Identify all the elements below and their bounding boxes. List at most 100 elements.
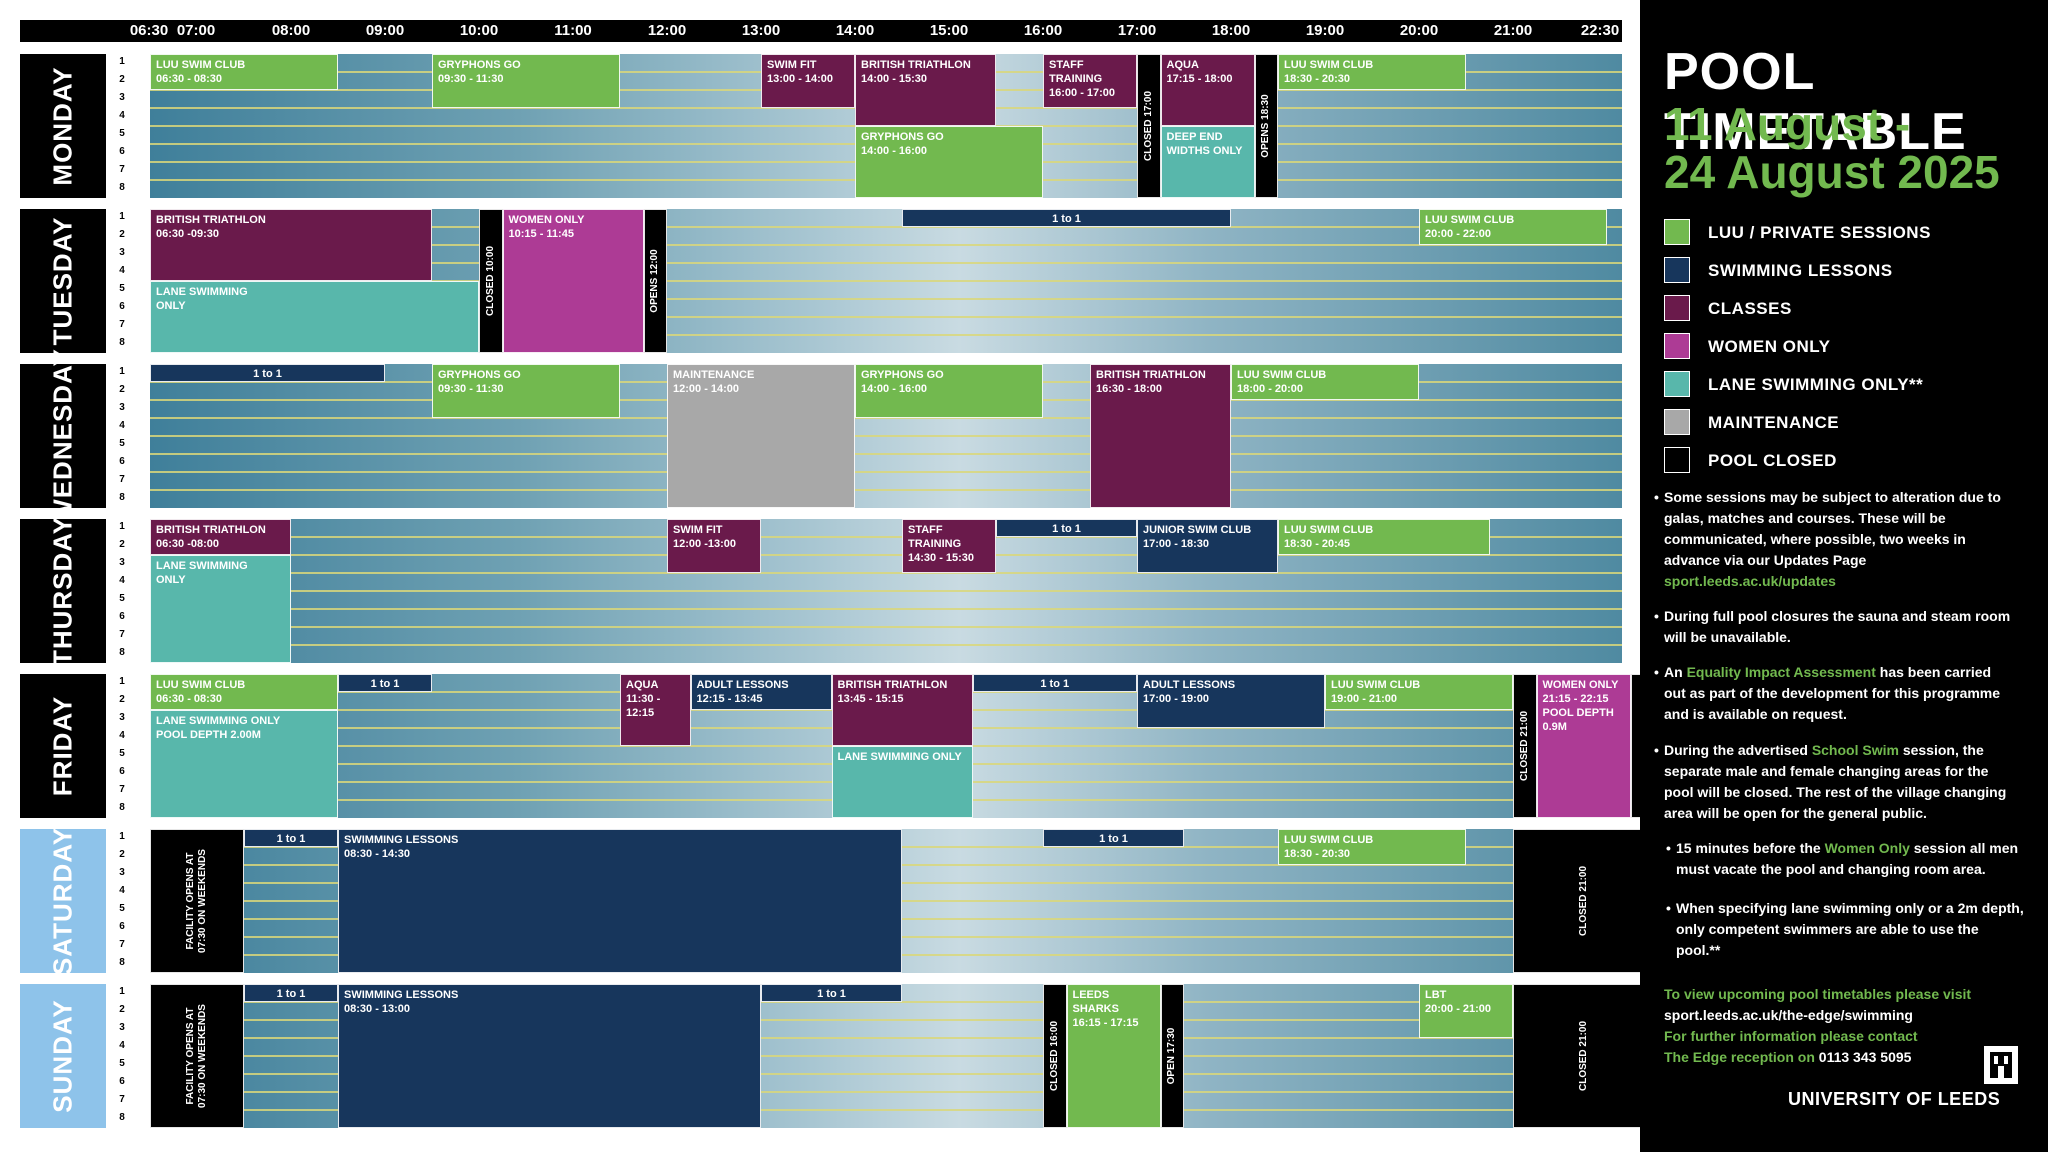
updates-link[interactable]: sport.leeds.ac.uk/updates bbox=[1664, 573, 1836, 589]
legend-item: POOL CLOSED bbox=[1664, 447, 2024, 473]
hour-label: 06:30 bbox=[129, 22, 169, 39]
note-text: session, the separate male and female ch… bbox=[1664, 742, 2007, 821]
session-text: 12:15 - 13:45 bbox=[696, 693, 763, 705]
legend-swatch bbox=[1664, 333, 1690, 359]
session-block: GRYPHONS GO 14:00 - 16:00 bbox=[855, 364, 1043, 418]
lane-line bbox=[150, 334, 1622, 336]
session-block: 1 to 1 bbox=[150, 364, 385, 382]
lane-number: 2 bbox=[119, 694, 125, 705]
session-block: SWIMMING LESSONS 08:30 - 14:30 bbox=[338, 829, 902, 973]
footer-line: For further information please contact bbox=[1664, 1028, 1918, 1044]
session-block: STAFF TRAINING 16:00 - 17:00 bbox=[1043, 54, 1137, 108]
legend-item: CLASSES bbox=[1664, 295, 2024, 321]
lane-number: 3 bbox=[119, 712, 125, 723]
closed-marker-text: CLOSED 16:00 bbox=[1048, 1020, 1060, 1092]
note-text: When specifying lane swimming only or a … bbox=[1676, 900, 2024, 958]
note-sauna: • During full pool closures the sauna an… bbox=[1654, 606, 2014, 648]
session-text: GRYPHONS GO bbox=[861, 131, 944, 143]
lane-number: 7 bbox=[119, 1094, 125, 1105]
session-block: LUU SWIM CLUB 18:30 - 20:30 bbox=[1278, 54, 1466, 90]
lane-number: 4 bbox=[119, 1040, 125, 1051]
session-text: WOMEN ONLY bbox=[508, 214, 585, 226]
session-block: LUU SWIM CLUB 18:30 - 20:45 bbox=[1278, 519, 1490, 555]
session-text: 12:00 - 14:00 bbox=[673, 383, 740, 395]
closed-marker: OPEN 17:30 bbox=[1160, 984, 1184, 1128]
lane-line bbox=[150, 471, 1622, 473]
lane-number: 2 bbox=[119, 74, 125, 85]
session-text: 1 to 1 bbox=[1040, 678, 1070, 690]
lane-number: 2 bbox=[119, 1004, 125, 1015]
lane-line bbox=[150, 1037, 1622, 1039]
session-text: 10:15 - 11:45 bbox=[508, 228, 574, 240]
session-block: LANE SWIMMING ONLY POOL DEPTH 2.00M bbox=[150, 710, 338, 818]
session-block: 1 to 1 bbox=[244, 829, 338, 847]
session-text: 14:00 - 16:00 bbox=[861, 145, 928, 157]
day-label-friday: FRIDAY bbox=[20, 674, 106, 818]
session-text: BRITISH TRIATHLON bbox=[156, 214, 266, 226]
session-block: LBT 20:00 - 21:00 bbox=[1419, 984, 1513, 1038]
women-only-link[interactable]: Women Only bbox=[1824, 840, 1910, 856]
session-text: AQUA bbox=[626, 679, 659, 691]
lane-line bbox=[150, 1091, 1622, 1093]
note-text: Some sessions may be subject to alterati… bbox=[1664, 489, 2001, 568]
session-block: 1 to 1 bbox=[244, 984, 338, 1002]
session-block: LUU SWIM CLUB 06:30 - 08:30 bbox=[150, 54, 338, 90]
session-text: 16:00 - 17:00 bbox=[1049, 87, 1116, 99]
lane-number: 2 bbox=[119, 229, 125, 240]
timetable-grid: 06:30 07:00 08:00 09:00 10:00 11:00 12:00 13:00… bbox=[20, 20, 1678, 1128]
note-text: 15 minutes before the bbox=[1676, 840, 1825, 856]
hour-label: 18:00 bbox=[1211, 22, 1251, 39]
session-text: ONLY bbox=[156, 300, 186, 312]
lane-number: 8 bbox=[119, 337, 125, 348]
session-block: SWIM FIT 12:00 -13:00 bbox=[667, 519, 761, 573]
lane-number: 1 bbox=[119, 211, 125, 222]
legend-item: WOMEN ONLY bbox=[1664, 333, 2024, 359]
session-text: 1 to 1 bbox=[1052, 213, 1081, 225]
day-label-wednesday: WEDNESDAY bbox=[20, 348, 106, 524]
session-text: LUU SWIM CLUB bbox=[1284, 59, 1374, 71]
lane-line bbox=[150, 244, 1622, 246]
session-text: LUU SWIM CLUB bbox=[1284, 524, 1374, 536]
lane-number: 8 bbox=[119, 957, 125, 968]
lane-number: 3 bbox=[119, 402, 125, 413]
date-range: 11 August - 24 August 2025 bbox=[1664, 100, 2000, 196]
session-text: GRYPHONS GO bbox=[861, 369, 944, 381]
closed-marker: CLOSED 21:00 bbox=[1513, 984, 1654, 1128]
closed-marker: FACILITY OPENS AT 07:30 ON WEEKENDS bbox=[150, 984, 244, 1128]
session-text: 13:45 - 15:15 bbox=[837, 693, 904, 705]
lane-number: 4 bbox=[119, 110, 125, 121]
school-swim-link[interactable]: School Swim bbox=[1811, 742, 1899, 758]
session-text: 1 to 1 bbox=[253, 368, 282, 380]
session-block: ADULT LESSONS 17:00 - 19:00 bbox=[1137, 674, 1325, 728]
session-text: 1 to 1 bbox=[1052, 523, 1081, 535]
lane-number: 7 bbox=[119, 629, 125, 640]
lane-line bbox=[150, 590, 1622, 592]
session-text: ONLY bbox=[156, 574, 186, 586]
equality-link[interactable]: Equality Impact Assessment bbox=[1686, 664, 1876, 680]
note-school-swim: • During the advertised School Swim sess… bbox=[1654, 740, 2014, 824]
session-text: ADULT LESSONS bbox=[696, 679, 789, 691]
session-text: 1 to 1 bbox=[276, 833, 306, 845]
session-text: STAFF bbox=[908, 524, 943, 536]
timetables-link[interactable]: sport.leeds.ac.uk/the-edge/swimming bbox=[1664, 1007, 1913, 1023]
legend-label: MAINTENANCE bbox=[1708, 413, 1840, 432]
closed-marker-text: CLOSED 21:00 bbox=[1577, 1020, 1589, 1092]
hour-label: 07:00 bbox=[176, 22, 216, 39]
lane-number: 4 bbox=[119, 730, 125, 741]
legend-label: WOMEN ONLY bbox=[1708, 337, 1831, 356]
session-text: LUU SWIM CLUB bbox=[156, 59, 246, 71]
day-name: WEDNESDAY bbox=[47, 348, 78, 524]
session-block: GRYPHONS GO 09:30 - 11:30 bbox=[432, 364, 620, 418]
session-text: SWIMMING LESSONS bbox=[344, 834, 459, 846]
lane-number: 6 bbox=[119, 146, 125, 157]
session-text: BRITISH TRIATHLON bbox=[837, 679, 948, 691]
session-block: LEEDS SHARKS 16:15 - 17:15 bbox=[1066, 984, 1161, 1128]
footer-line: To view upcoming pool timetables please … bbox=[1664, 986, 1972, 1002]
session-text: 16:30 - 18:00 bbox=[1096, 383, 1163, 395]
lane-line bbox=[150, 280, 1622, 282]
day-label-monday: MONDAY bbox=[20, 54, 106, 198]
lane-line bbox=[150, 298, 1622, 300]
session-text: 20:00 - 22:00 bbox=[1425, 228, 1492, 240]
session-block: ADULT LESSONS 12:15 - 13:45 bbox=[690, 674, 832, 710]
lane-line bbox=[150, 536, 1622, 538]
